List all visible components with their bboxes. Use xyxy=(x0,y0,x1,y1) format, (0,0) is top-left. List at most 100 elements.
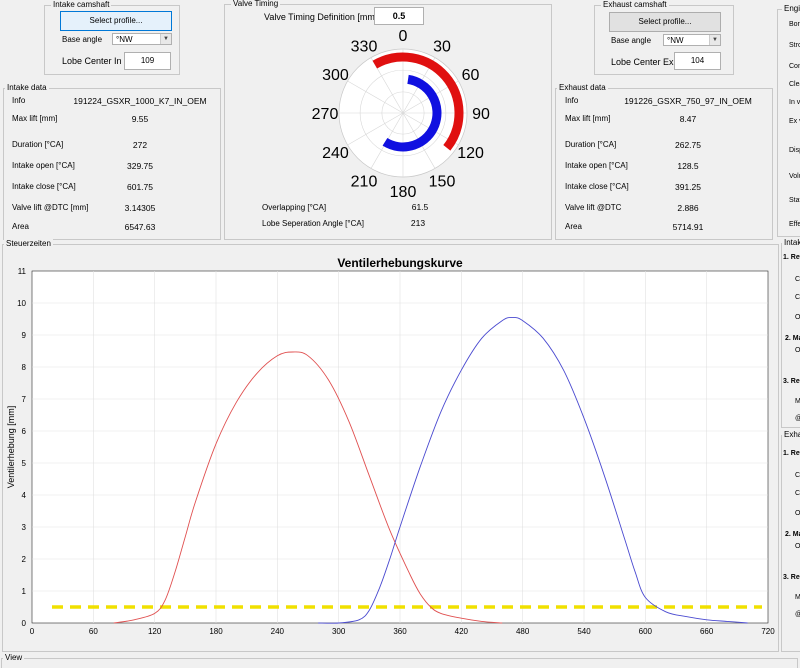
x-tick-label: 600 xyxy=(639,627,653,636)
reference-item-label: M xyxy=(795,594,800,601)
lobe-separation-value: 213 xyxy=(410,218,426,228)
data-row-value: 9.55 xyxy=(131,114,149,124)
reference-item-label: 1. Ref xyxy=(783,450,800,457)
data-row-label: Valve lift @DTC xyxy=(565,203,622,212)
lobe-center-in-label: Lobe Center In xyxy=(62,56,122,66)
overlapping-value: 61.5 xyxy=(411,202,429,212)
engine-item-label: Bore xyxy=(789,21,800,28)
lobe-center-ex-label: Lobe Center Ex xyxy=(611,57,674,67)
data-row-value: 391.25 xyxy=(675,182,701,192)
lobe-center-ex-input[interactable]: 104 xyxy=(674,52,721,70)
dial-angle-label: 60 xyxy=(462,67,480,84)
y-tick-label: 6 xyxy=(22,427,27,436)
chart-ylabel: Ventilerhebung [mm] xyxy=(6,406,16,489)
data-row-label: Duration [°CA] xyxy=(12,140,64,149)
data-row-label: Intake close [°CA] xyxy=(12,182,76,191)
steuerzeiten-title: Steuerzeiten xyxy=(4,239,53,249)
x-tick-label: 660 xyxy=(700,627,714,636)
y-tick-label: 2 xyxy=(22,555,27,564)
x-tick-label: 480 xyxy=(516,627,530,636)
x-tick-label: 240 xyxy=(271,627,285,636)
reference-item-label: @ xyxy=(795,414,800,424)
exhaust-data-title: Exhaust data xyxy=(557,83,608,93)
reference-item-label: Cl xyxy=(795,490,800,497)
dial-angle-label: 210 xyxy=(351,174,378,191)
data-row-value: 128.5 xyxy=(677,161,699,171)
engine-item-label: Disp xyxy=(789,147,800,154)
valve-lift-chart: 0 60 120 180 240 300 360 420 480 540 600 660 720 0 1 2… xyxy=(6,256,775,636)
y-tick-label: 7 xyxy=(22,395,27,404)
y-tick-label: 4 xyxy=(22,491,27,500)
y-tick-label: 1 xyxy=(22,587,27,596)
data-row-value: 2.886 xyxy=(677,203,699,213)
dial-angle-label: 270 xyxy=(312,106,339,123)
intake-reference-title: Intake xyxy=(782,238,800,248)
intake-data-group: Intake data xyxy=(3,83,221,240)
data-row-value: 191224_GSXR_1000_K7_IN_OEM xyxy=(73,96,207,106)
engine-panel: Engine xyxy=(777,4,800,237)
valve-timing-definition-input[interactable]: 0.5 xyxy=(374,7,424,25)
overlapping-label: Overlapping [°CA] xyxy=(262,203,327,212)
data-row-value: 8.47 xyxy=(679,114,697,124)
reference-item-label: O xyxy=(795,543,800,550)
reference-item-label: Cr xyxy=(795,472,800,479)
x-tick-label: 360 xyxy=(393,627,407,636)
data-row-label: Info xyxy=(12,96,26,105)
data-row-label: Intake close [°CA] xyxy=(565,182,629,191)
x-tick-label: 420 xyxy=(455,627,469,636)
series-exhaust-line xyxy=(113,351,503,624)
dial-angle-label: 120 xyxy=(457,145,484,162)
reference-item-label: 3. Re xyxy=(783,574,800,581)
engine-item-label: Stro xyxy=(789,42,800,49)
lobe-center-in-input[interactable]: 109 xyxy=(124,52,171,70)
y-tick-label: 5 xyxy=(22,459,27,468)
data-row-value: 329.75 xyxy=(127,161,153,171)
view-title: View xyxy=(3,653,25,663)
reference-item-label: 1. Ref xyxy=(783,254,800,261)
reference-item-label: O xyxy=(795,347,800,354)
intake-data-title: Intake data xyxy=(5,83,49,93)
data-row-label: Max lift [mm] xyxy=(565,114,611,123)
engine-item-label: In v xyxy=(789,99,800,106)
intake-camshaft-title: Intake camshaft xyxy=(51,0,112,10)
data-row-label: Max lift [mm] xyxy=(12,114,58,123)
exhaust-camshaft-group: Exhaust camshaft xyxy=(594,0,734,75)
data-row-label: Area xyxy=(12,222,29,231)
valve-timing-group: Valve Timing xyxy=(224,0,552,240)
intake-reference-panel: Intake xyxy=(781,238,800,428)
reference-item-label: Cr xyxy=(795,276,800,283)
exhaust-base-angle-select[interactable]: °NW ▼ xyxy=(663,34,721,46)
data-row-label: Intake open [°CA] xyxy=(12,161,75,170)
reference-item-label: 3. Re xyxy=(783,378,800,385)
intake-select-profile-button[interactable]: Select profile... xyxy=(60,11,172,31)
dial-angle-label: 0 xyxy=(399,28,408,45)
data-row-value: 5714.91 xyxy=(672,222,704,232)
x-tick-label: 0 xyxy=(30,627,35,636)
reference-item-label: Of xyxy=(795,314,800,321)
y-tick-label: 3 xyxy=(22,523,27,532)
reference-item-label: 2. Ma xyxy=(785,335,800,342)
engine-item-label: Ex v xyxy=(789,118,800,125)
data-row-label: Info xyxy=(565,96,579,105)
dial-angle-label: 30 xyxy=(433,38,451,55)
intake-camshaft-group: Intake camshaft xyxy=(44,0,180,75)
data-row-label: Valve lift @DTC [mm] xyxy=(12,203,89,212)
chart-title: Ventilerhebungskurve xyxy=(337,256,463,270)
y-tick-label: 10 xyxy=(17,299,26,308)
y-tick-label: 0 xyxy=(22,619,27,628)
data-row-value: 262.75 xyxy=(675,140,701,150)
intake-base-angle-select[interactable]: °NW ▼ xyxy=(112,33,172,45)
valve-timing-title: Valve Timing xyxy=(231,0,281,9)
chart-grid xyxy=(32,271,768,623)
dial-angle-label: 300 xyxy=(322,67,349,84)
reference-item-label: Of xyxy=(795,510,800,517)
reference-item-label: @ xyxy=(795,610,800,620)
exhaust-timing-arc xyxy=(372,52,464,151)
x-tick-label: 720 xyxy=(761,627,775,636)
engine-panel-title: Engine xyxy=(782,4,800,14)
exhaust-reference-title: Exhau xyxy=(782,430,800,440)
exhaust-select-profile-button[interactable]: Select profile... xyxy=(609,12,721,32)
chevron-down-icon: ▼ xyxy=(160,34,171,44)
